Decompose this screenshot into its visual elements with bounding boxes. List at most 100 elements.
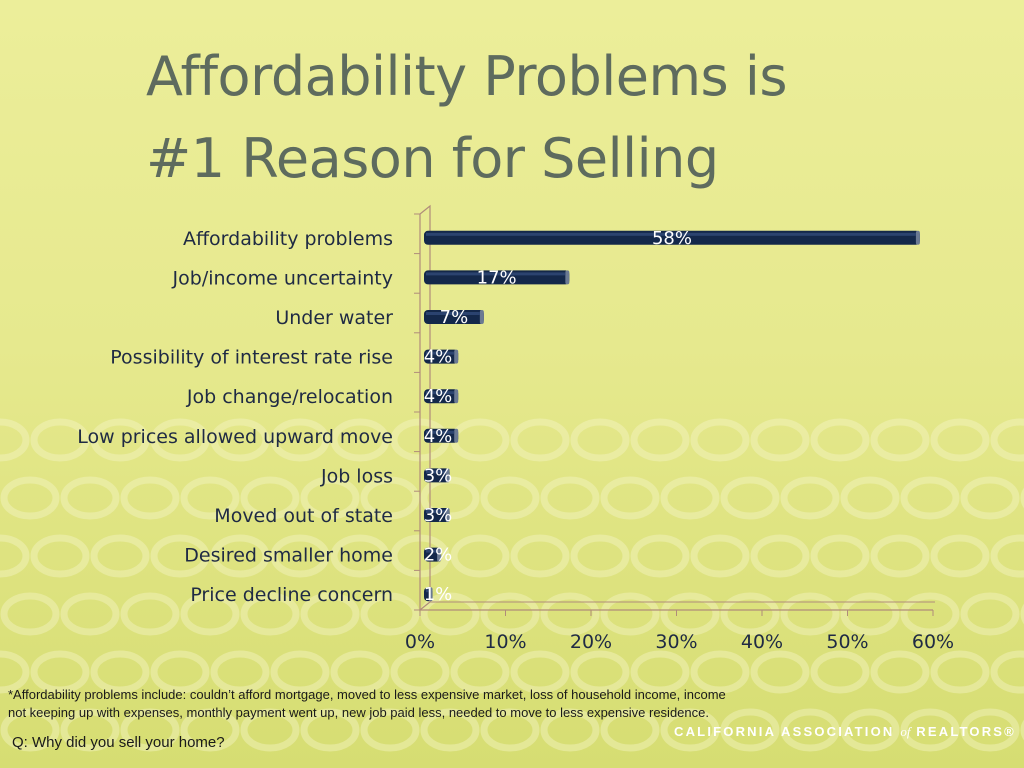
background-ring	[810, 650, 870, 694]
background-ring	[360, 592, 420, 636]
background-ring	[570, 650, 630, 694]
background-ring	[0, 650, 30, 694]
bar-highlight	[426, 430, 455, 434]
logo-text-1: CALIFORNIA ASSOCIATION	[674, 724, 895, 739]
background-ring	[690, 418, 750, 462]
background-ring	[600, 708, 660, 752]
bar-group	[424, 310, 484, 324]
background-ring	[690, 534, 750, 578]
bar-end-cap	[915, 230, 920, 245]
x-tick-label: 0%	[405, 631, 435, 653]
x-tick-label: 50%	[826, 631, 868, 653]
background-ring	[660, 708, 720, 752]
background-ring	[720, 476, 780, 520]
category-label: Job change/relocation	[186, 386, 393, 408]
x-tick-label: 60%	[912, 631, 954, 653]
category-label: Affordability problems	[183, 228, 393, 250]
background-ring	[60, 476, 120, 520]
background-ring	[960, 708, 1020, 752]
bar-group	[424, 587, 433, 602]
background-ring	[0, 534, 30, 578]
background-ring	[300, 592, 360, 636]
data-label: 4%	[424, 347, 453, 368]
background-ring	[90, 534, 150, 578]
background-ring	[840, 476, 900, 520]
background-ring	[690, 650, 750, 694]
background-ring	[900, 476, 960, 520]
x-tick-label: 30%	[655, 631, 697, 653]
bar-chart: 0% 10% 20% 30% 40% 50% 60% Affordability proble…	[77, 204, 954, 653]
data-label: 7%	[440, 307, 469, 328]
background-ring	[120, 708, 180, 752]
category-label: Job loss	[320, 465, 393, 487]
bar-group	[424, 230, 920, 245]
background-ring	[210, 418, 270, 462]
background-ring	[300, 476, 360, 520]
bar-group	[424, 270, 570, 285]
background-ring	[570, 418, 630, 462]
bar-highlight	[426, 549, 438, 553]
category-label: Possibility of interest rate rise	[110, 347, 393, 369]
category-label: Job/income uncertainty	[172, 267, 393, 289]
background-ring	[510, 418, 570, 462]
logo-text-2: of	[900, 724, 911, 739]
background-ring	[900, 592, 960, 636]
x-tick-label: 40%	[741, 631, 783, 653]
background-ring	[930, 534, 990, 578]
bar-end-cap	[454, 428, 459, 443]
background-ring	[180, 476, 240, 520]
background-ring	[450, 650, 510, 694]
background-ring	[360, 708, 420, 752]
background-ring	[960, 476, 1020, 520]
background-ring	[870, 534, 930, 578]
bar-end-cap	[437, 547, 442, 562]
footnote-line-2: not keeping up with expenses, monthly pa…	[8, 705, 709, 720]
background-ring	[480, 592, 540, 636]
bar-end-cap	[445, 508, 450, 522]
survey-question: Q: Why did you sell your home?	[12, 734, 225, 751]
background-ring	[420, 592, 480, 636]
background-ring	[990, 534, 1024, 578]
background-ring	[540, 708, 600, 752]
data-label: 4%	[424, 426, 453, 447]
background-ring	[780, 708, 840, 752]
category-label: Low prices allowed upward move	[77, 426, 393, 448]
background-ring	[420, 708, 480, 752]
bar-highlight	[426, 232, 916, 236]
bar-end-cap	[479, 310, 484, 324]
background-ring	[90, 418, 150, 462]
bar-group	[424, 389, 459, 404]
background-ring	[780, 592, 840, 636]
data-label: 3%	[424, 505, 453, 526]
background-ring	[750, 534, 810, 578]
category-label: Moved out of state	[214, 505, 393, 527]
background-ring	[60, 592, 120, 636]
background-ring	[270, 650, 330, 694]
background-ring	[600, 592, 660, 636]
background-ring	[420, 476, 480, 520]
bar-group	[424, 428, 459, 443]
background-ring	[360, 476, 420, 520]
background-ring	[0, 708, 60, 752]
background-ring	[450, 534, 510, 578]
background-ring	[330, 650, 390, 694]
background-ring	[540, 476, 600, 520]
bar-highlight	[426, 470, 446, 474]
x-tick-label: 20%	[570, 631, 612, 653]
background-ring	[480, 476, 540, 520]
background-ring	[930, 650, 990, 694]
background-ring	[90, 650, 150, 694]
background-ring	[330, 534, 390, 578]
bar-end-cap	[454, 349, 459, 364]
bar-highlight	[426, 351, 455, 355]
title-line-2: #1 Reason for Selling	[146, 127, 719, 190]
background-ring	[30, 418, 90, 462]
bar-group	[424, 547, 442, 562]
background-ring	[870, 650, 930, 694]
background-ring	[990, 418, 1024, 462]
background-ring	[150, 650, 210, 694]
bar-highlight	[426, 272, 566, 276]
x-tick-label: 10%	[484, 631, 526, 653]
slide-title: Affordability Problems is #1 Reason for …	[146, 36, 966, 200]
